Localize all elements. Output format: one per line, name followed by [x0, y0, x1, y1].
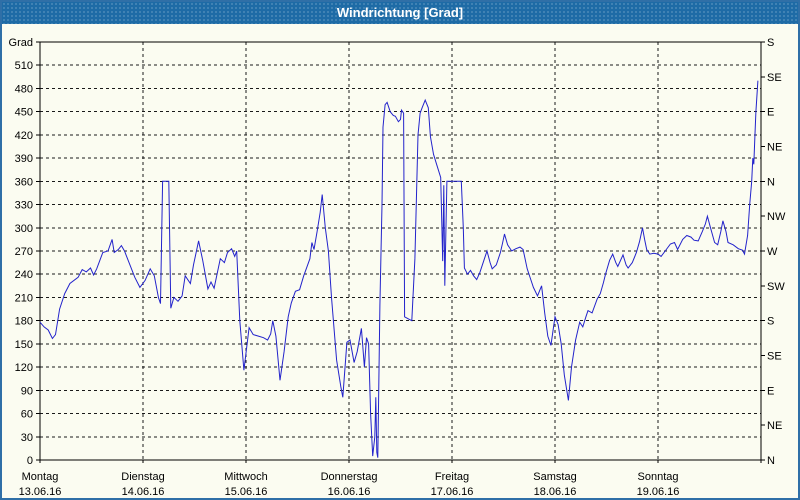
day-date-label: 14.06.16	[122, 486, 165, 498]
compass-label: NW	[767, 211, 786, 223]
y-tick-label: 30	[21, 432, 33, 444]
day-date-label: 19.06.16	[637, 486, 680, 498]
day-name-label: Mittwoch	[224, 471, 267, 483]
day-date-label: 13.06.16	[19, 486, 62, 498]
y-tick-label: 90	[21, 385, 33, 397]
compass-label: NE	[767, 142, 782, 154]
day-name-label: Donnerstag	[321, 471, 378, 483]
y-tick-label: 480	[15, 83, 33, 95]
y-axis-title: Grad	[9, 37, 33, 49]
compass-label: N	[767, 455, 775, 467]
day-date-label: 15.06.16	[225, 486, 268, 498]
compass-label: NE	[767, 420, 782, 432]
compass-label: S	[767, 37, 774, 49]
y-tick-label: 60	[21, 409, 33, 421]
y-tick-label: 240	[15, 269, 33, 281]
y-tick-label: 390	[15, 153, 33, 165]
y-tick-label: 510	[15, 60, 33, 72]
day-name-label: Freitag	[435, 471, 469, 483]
y-tick-label: 420	[15, 130, 33, 142]
day-name-label: Dienstag	[121, 471, 164, 483]
wind-direction-chart: 0 30 60 90 120 150 180 210 240 270 300 330 360 390 420…	[9, 37, 786, 498]
day-date-label: 17.06.16	[431, 486, 474, 498]
compass-label: SE	[767, 351, 782, 363]
title-bar: Windrichtung [Grad]	[2, 2, 798, 24]
wind-direction-line	[39, 80, 759, 458]
compass-label: E	[767, 385, 774, 397]
day-name-label: Samstag	[533, 471, 576, 483]
day-name-label: Sonntag	[638, 471, 679, 483]
y-tick-label: 180	[15, 316, 33, 328]
compass-label: E	[767, 107, 774, 119]
y-tick-label: 120	[15, 362, 33, 374]
y-tick-label: 210	[15, 292, 33, 304]
y-tick-label: 150	[15, 339, 33, 351]
compass-label: N	[767, 176, 775, 188]
y-tick-label: 450	[15, 107, 33, 119]
y-tick-label: 0	[27, 455, 33, 467]
compass-label: W	[767, 246, 778, 258]
day-name-label: Montag	[22, 471, 59, 483]
y-tick-label: 300	[15, 223, 33, 235]
chart-area: 0 30 60 90 120 150 180 210 240 270 300 330 360 390 420…	[2, 24, 798, 498]
y-tick-label: 330	[15, 200, 33, 212]
day-date-label: 18.06.16	[534, 486, 577, 498]
compass-label: SE	[767, 72, 782, 84]
compass-label: SW	[767, 281, 785, 293]
y-tick-label: 270	[15, 246, 33, 258]
day-date-label: 16.06.16	[328, 486, 371, 498]
compass-label: S	[767, 316, 774, 328]
y-tick-label: 360	[15, 176, 33, 188]
window-title: Windrichtung [Grad]	[336, 5, 464, 20]
